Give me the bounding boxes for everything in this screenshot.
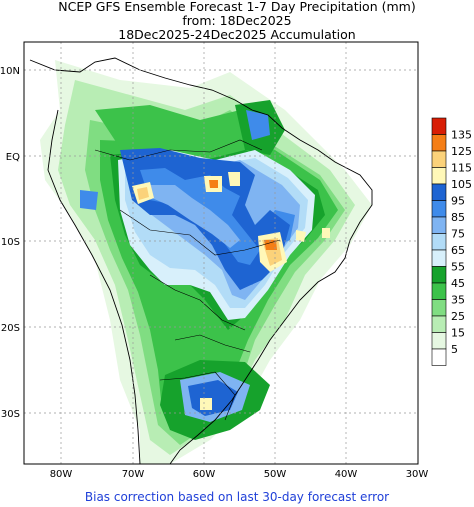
- legend-label-135: 135: [451, 129, 472, 142]
- legend-swatch-1: [431, 134, 447, 152]
- precip-125-core-2: [209, 180, 218, 188]
- precip-legend: 135 125 115 105 95 85 75 65 55 45 35 25 15 5: [431, 117, 472, 366]
- legend-label-55: 55: [451, 261, 465, 274]
- legend-label-105: 105: [451, 178, 472, 191]
- legend-swatch-7: [431, 233, 447, 251]
- bias-correction-note: Bias correction based on last 30-day for…: [84, 490, 390, 504]
- coastline: [29, 57, 373, 464]
- legend-swatch-0: [431, 117, 447, 135]
- precip-fields: [29, 57, 373, 464]
- precip-75-inner: [150, 185, 240, 248]
- lon-label-80w: 80W: [50, 469, 73, 480]
- lon-label-70w: 70W: [122, 469, 145, 480]
- legend-swatch-5: [431, 200, 447, 218]
- legend-label-35: 35: [451, 294, 465, 307]
- legend-swatch-9: [431, 266, 447, 284]
- borders: [94, 139, 281, 421]
- legend-label-45: 45: [451, 277, 465, 290]
- lat-label-20s: 20S: [1, 323, 20, 334]
- legend-label-25: 25: [451, 310, 465, 323]
- legend-swatch-8: [431, 249, 447, 267]
- legend-swatch-12: [431, 315, 447, 333]
- plot-frame: [23, 41, 419, 465]
- legend-label-95: 95: [451, 195, 465, 208]
- legend-swatch-2: [431, 150, 447, 168]
- map-grid: [24, 42, 418, 464]
- legend-swatch-14: [431, 348, 447, 366]
- precip-105-core-5: [296, 230, 306, 242]
- lat-label-10n: 10N: [0, 66, 20, 77]
- legend-label-75: 75: [451, 228, 465, 241]
- legend-swatch-6: [431, 216, 447, 234]
- lat-label-10s: 10S: [1, 237, 20, 248]
- title-line-2: from: 18Dec2025: [182, 13, 292, 28]
- lat-label-30s: 30S: [1, 409, 20, 420]
- west-coast: [47, 109, 141, 464]
- legend-label-115: 115: [451, 162, 472, 175]
- lon-label-60w: 60W: [193, 469, 216, 480]
- precip-125-core-3: [264, 240, 277, 250]
- legend-swatch-10: [431, 282, 447, 300]
- precip-95-west: [80, 190, 98, 210]
- title-line-1: NCEP GFS Ensemble Forecast 1-7 Day Preci…: [58, 0, 416, 14]
- legend-label-125: 125: [451, 145, 472, 158]
- precip-105-core-6: [322, 228, 330, 238]
- lon-label-50w: 50W: [264, 469, 287, 480]
- legend-swatch-4: [431, 183, 447, 201]
- precip-105-south: [200, 398, 212, 410]
- legend-label-85: 85: [451, 211, 465, 224]
- precip-95-northcoast: [246, 110, 270, 140]
- legend-label-15: 15: [451, 327, 465, 340]
- lon-label-30w: 30W: [406, 469, 429, 480]
- lon-label-40w: 40W: [335, 469, 358, 480]
- precip-115-core-1: [137, 187, 149, 200]
- legend-swatch-13: [431, 332, 447, 350]
- precip-105-core-4: [228, 172, 240, 186]
- legend-swatch-3: [431, 167, 447, 185]
- title-line-3: 18Dec2025-24Dec2025 Accumulation: [118, 27, 356, 42]
- legend-label-65: 65: [451, 244, 465, 257]
- lat-label-eq: EQ: [6, 152, 20, 163]
- precip-35-north: [95, 105, 270, 150]
- legend-label-5: 5: [451, 343, 458, 356]
- legend-swatch-11: [431, 299, 447, 317]
